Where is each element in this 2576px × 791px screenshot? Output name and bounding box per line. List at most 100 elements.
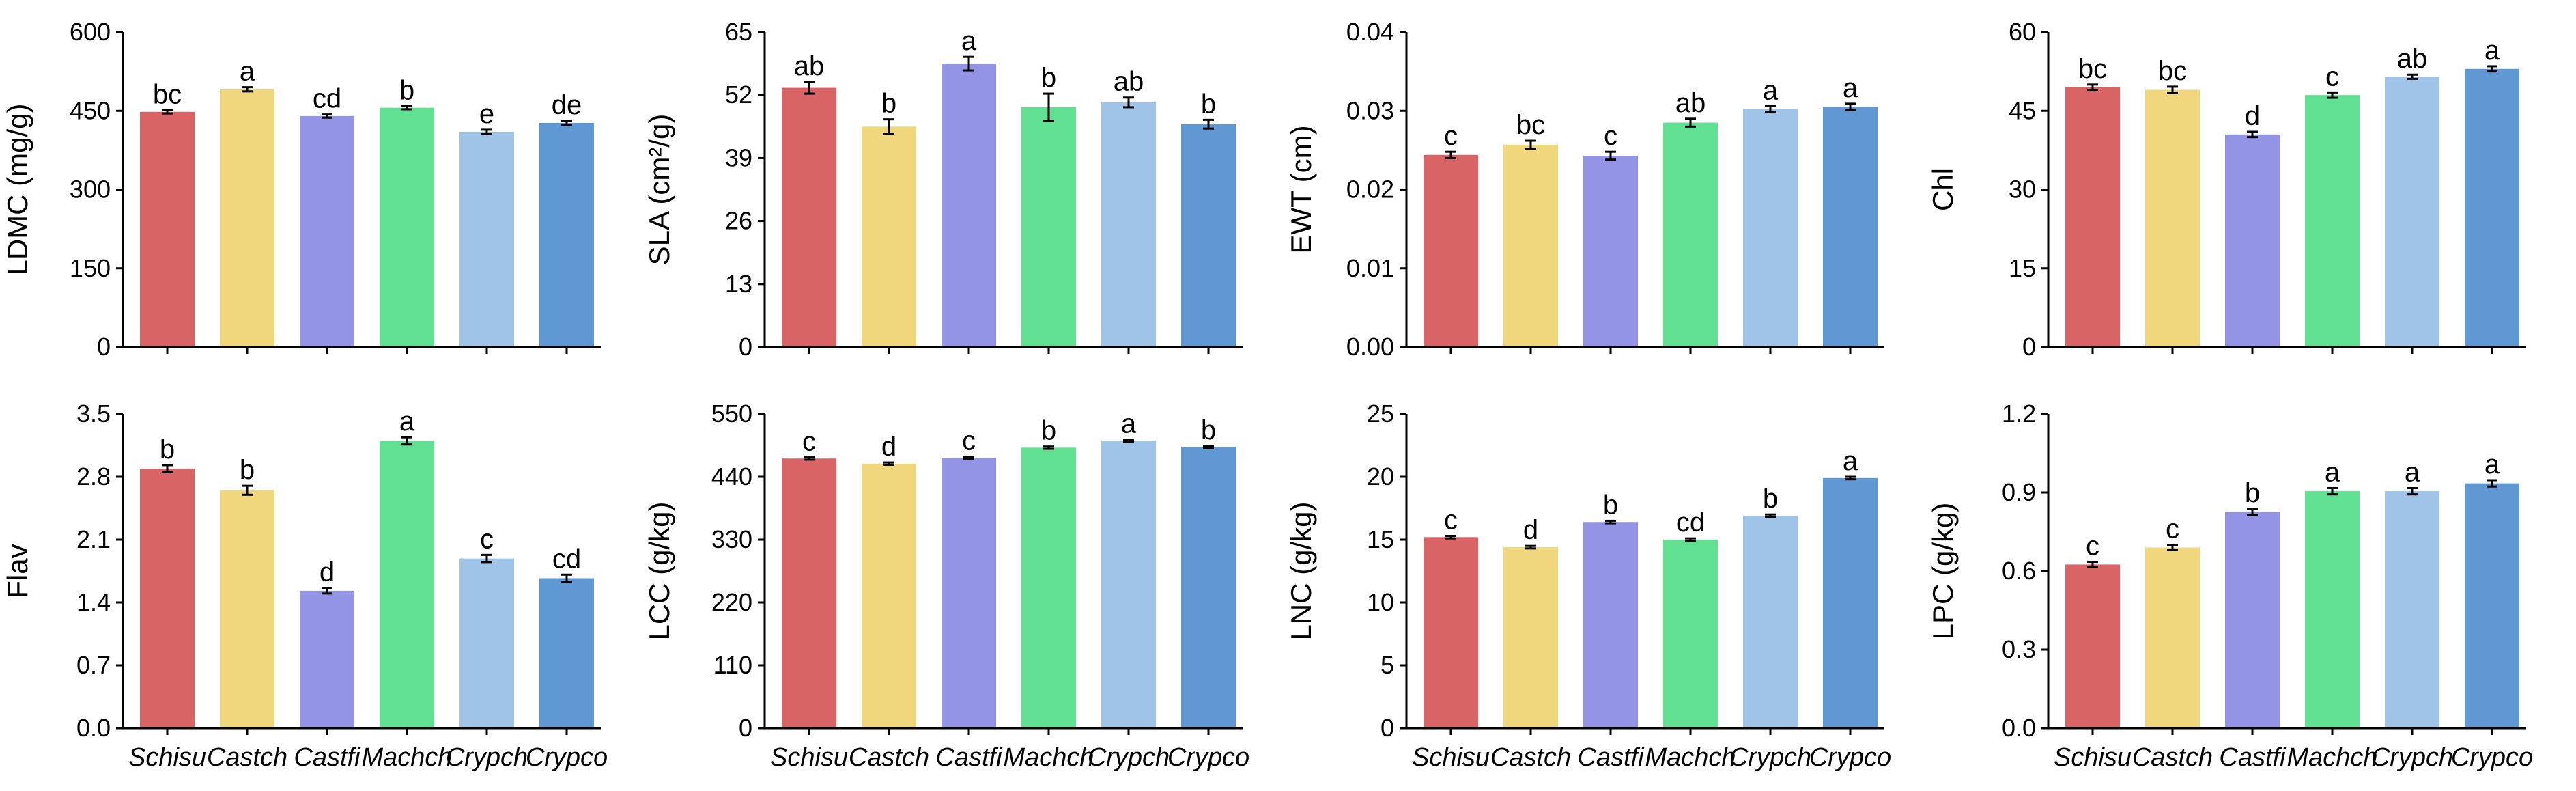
y-tick-label: 20: [1367, 462, 1394, 490]
category-label-castfi: Castfi: [2219, 743, 2287, 772]
bar-castfi: [1583, 522, 1638, 728]
y-tick-label: 0: [97, 333, 111, 361]
y-tick-label: 25: [1367, 400, 1394, 428]
y-tick-label: 10: [1367, 588, 1394, 616]
y-tick-label: 0.00: [1346, 333, 1394, 361]
category-label-castfi: Castfi: [1577, 743, 1645, 772]
significance-letter: d: [881, 432, 896, 462]
bar-crypco: [1181, 124, 1236, 347]
y-tick-label: 30: [2009, 176, 2036, 204]
significance-letter: c: [2325, 61, 2339, 92]
y-tick-label: 0: [739, 333, 752, 361]
bar-castfi: [2225, 134, 2280, 347]
bar-machch: [1663, 122, 1718, 347]
category-label-crypch: Crypch: [1729, 743, 1811, 772]
significance-letter: b: [1041, 63, 1056, 93]
y-tick-label: 300: [70, 176, 111, 204]
significance-letter: a: [2485, 36, 2500, 66]
y-tick-label: 65: [725, 18, 752, 46]
significance-letter: a: [2405, 457, 2420, 487]
significance-letter: d: [2245, 101, 2260, 131]
bar-schisu: [2065, 564, 2120, 728]
y-tick-label: 0.9: [2002, 478, 2036, 506]
significance-letter: cd: [313, 84, 341, 114]
significance-letter: ab: [1114, 67, 1144, 97]
bar-castch: [1503, 144, 1558, 347]
y-tick-label: 5: [1381, 651, 1394, 679]
y-tick-label: 0.7: [76, 651, 111, 679]
significance-letter: c: [1444, 505, 1458, 535]
panel-3: c bc c ab a a 0.00 0.01 0.02 0.03 0.04 EWT (cm): [1285, 18, 1884, 361]
significance-letter: ab: [1675, 88, 1706, 118]
significance-letter: b: [240, 455, 255, 485]
significance-letter: b: [399, 75, 414, 105]
category-label-castch: Castch: [207, 743, 287, 772]
bar-crypch: [2385, 77, 2439, 347]
significance-letter: c: [2166, 514, 2179, 544]
bar-schisu: [140, 469, 195, 728]
y-tick-label: 26: [725, 207, 752, 235]
y-tick-label: 110: [713, 651, 752, 679]
y-tick-label: 15: [1367, 525, 1394, 553]
bar-crypch: [1101, 441, 1156, 728]
bar-crypco: [1823, 107, 1878, 348]
bar-schisu: [2065, 87, 2120, 348]
y-tick-label: 0.3: [2002, 635, 2036, 663]
y-tick-label: 0.01: [1346, 254, 1394, 282]
category-label-castch: Castch: [1490, 743, 1571, 772]
bar-crypco: [2465, 483, 2519, 728]
bar-crypco: [1823, 477, 1878, 728]
significance-letter: c: [2086, 531, 2099, 561]
bar-crypco: [539, 578, 594, 728]
bar-schisu: [782, 87, 836, 348]
bar-crypch: [459, 131, 514, 347]
significance-letter: a: [399, 406, 415, 436]
y-tick-label: 0.02: [1346, 176, 1394, 204]
category-label-castch: Castch: [2132, 743, 2213, 772]
y-tick-label: 45: [2009, 96, 2036, 124]
y-tick-label: 0: [1381, 714, 1394, 742]
bar-schisu: [1424, 537, 1478, 728]
significance-letter: b: [881, 89, 896, 119]
y-tick-label: 600: [70, 18, 111, 46]
category-label-castfi: Castfi: [935, 743, 1003, 772]
significance-letter: a: [240, 57, 255, 87]
significance-letter: bc: [2158, 56, 2187, 86]
category-label-schisu: Schisu: [770, 743, 848, 772]
significance-letter: b: [1763, 484, 1778, 514]
bar-castfi: [942, 458, 996, 728]
significance-letter: e: [479, 99, 494, 129]
bar-crypco: [2465, 68, 2519, 348]
significance-letter: c: [802, 427, 816, 457]
significance-letter: bc: [1516, 110, 1545, 140]
y-tick-label: 0.6: [2002, 557, 2036, 585]
panel-5: b Schisu b Castch d Castfi a Machch c Crypch cd Cry…: [1, 400, 608, 772]
y-tick-label: 0.0: [2002, 714, 2036, 742]
significance-letter: ab: [794, 51, 825, 81]
bar-castfi: [1583, 155, 1638, 347]
significance-letter: a: [2485, 449, 2500, 480]
bar-crypch: [1101, 102, 1156, 348]
significance-letter: a: [1763, 75, 1779, 105]
category-label-schisu: Schisu: [128, 743, 206, 772]
significance-letter: c: [962, 426, 976, 456]
y-tick-label: 1.4: [76, 588, 111, 616]
bar-castfi: [2225, 512, 2280, 728]
category-label-castch: Castch: [849, 743, 929, 772]
panel-7: c Schisu d Castch b Castfi cd Machch b Crypch a Cry…: [1285, 400, 1891, 772]
y-axis-title: SLA (cm²/g): [643, 114, 675, 266]
bar-castch: [220, 490, 274, 728]
y-axis-title: EWT (cm): [1285, 125, 1317, 253]
significance-letter: cd: [552, 544, 581, 574]
significance-letter: d: [1523, 515, 1538, 545]
bar-crypch: [459, 558, 514, 728]
panel-8: c Schisu c Castch b Castfi a Machch a Crypch a Cryp…: [1927, 400, 2533, 772]
y-tick-label: 13: [725, 270, 752, 298]
significance-letter: b: [1041, 416, 1056, 446]
category-label-castfi: Castfi: [294, 743, 361, 772]
significance-letter: b: [160, 434, 175, 464]
bar-castfi: [300, 590, 354, 728]
significance-letter: a: [1843, 446, 1858, 476]
